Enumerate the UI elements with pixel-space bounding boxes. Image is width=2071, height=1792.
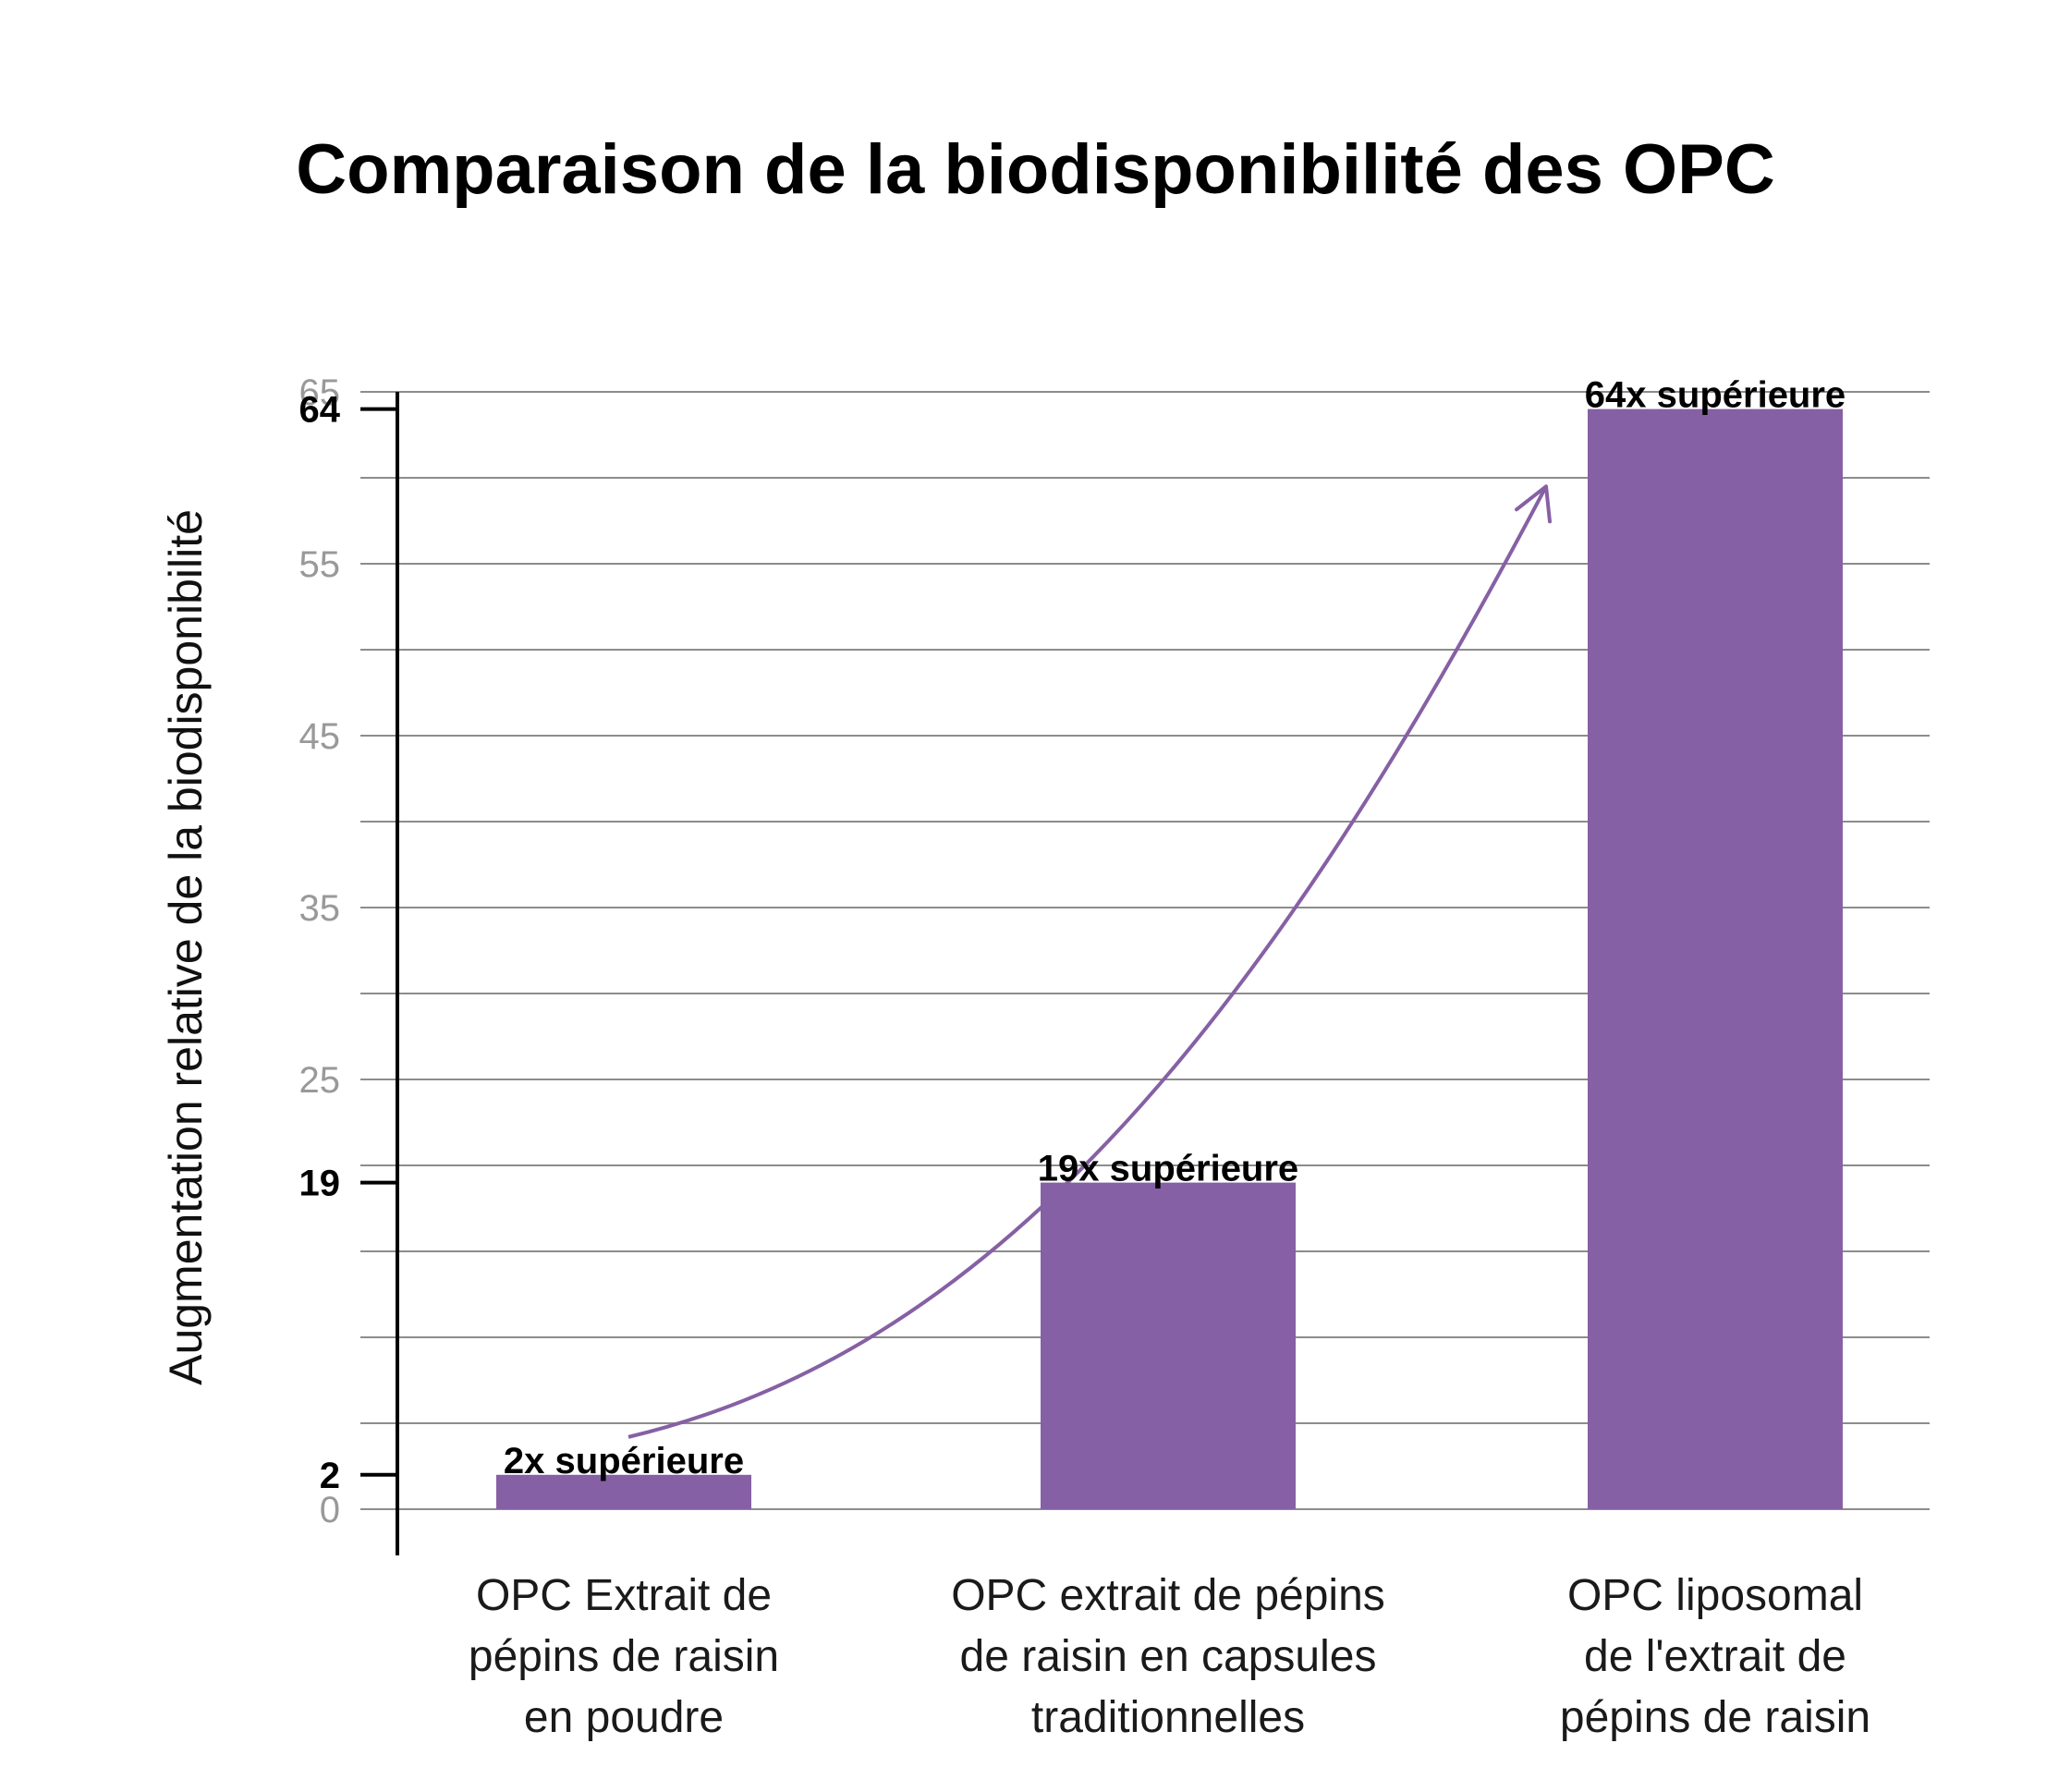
y-tick-label-highlight: 64 (299, 390, 341, 431)
trend-arrow (627, 485, 1548, 1439)
y-tick-label-highlight: 19 (299, 1164, 341, 1204)
x-category-label: OPC extrait de pépins de raisin en capsul… (951, 1571, 1385, 1742)
bar (1041, 1182, 1296, 1509)
bar (496, 1474, 751, 1509)
y-tick-label: 65 (299, 372, 341, 413)
x-category-label: OPC liposomal de l'extrait de pépins de ra… (1560, 1571, 1870, 1742)
data-label: 64x supérieure (1585, 375, 1846, 416)
y-tick-label: 55 (299, 544, 341, 585)
y-tick-label: 0 (320, 1490, 340, 1530)
data-label: 2x supérieure (504, 1441, 744, 1481)
trend-arrow-head (1515, 484, 1552, 524)
y-axis-title: Augmentation relative de la biodisponibi… (160, 509, 212, 1385)
y-tick-label: 25 (299, 1060, 341, 1101)
x-category-label: OPC Extrait de pépins de raisin en poudre (469, 1571, 779, 1742)
bar (1588, 408, 1843, 1510)
y-tick-label-highlight: 2 (320, 1456, 340, 1496)
y-tick-label: 35 (299, 888, 341, 929)
chart-title: Comparaison de la biodisponibilité des O… (296, 130, 1775, 209)
data-label: 19x supérieure (1038, 1149, 1298, 1189)
y-tick-label: 45 (299, 716, 341, 757)
